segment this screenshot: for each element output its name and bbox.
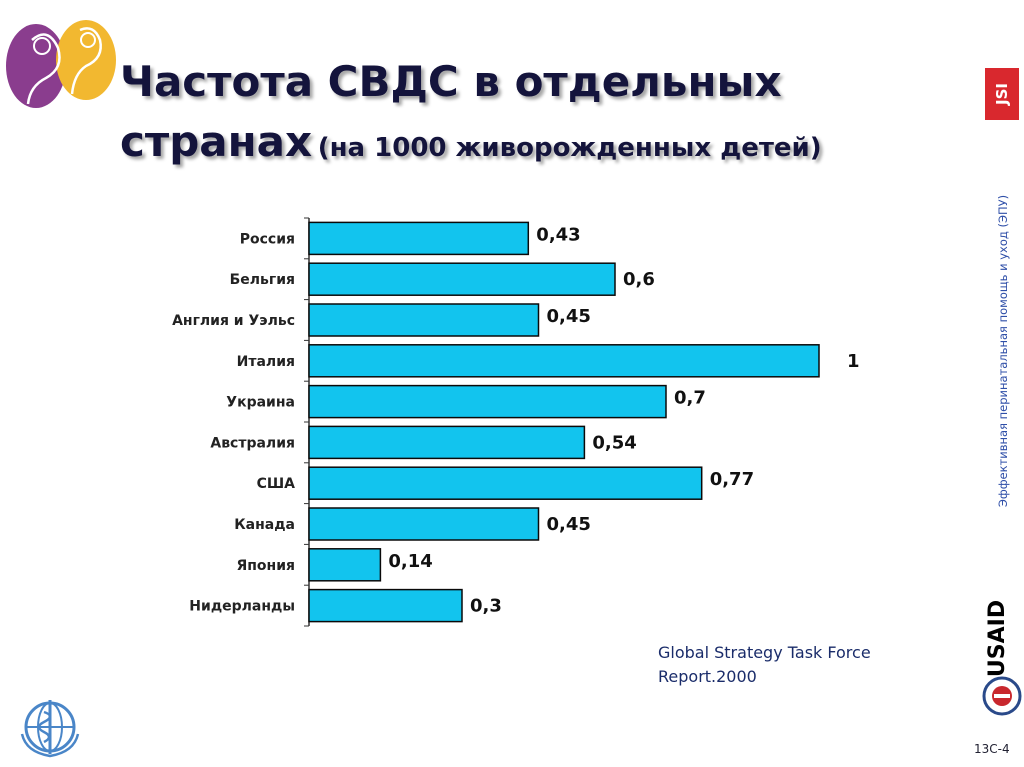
bar — [308, 344, 820, 378]
category-label: Украина — [226, 395, 295, 411]
category-label: Япония — [236, 558, 295, 574]
category-label: Австралия — [210, 435, 295, 451]
usaid-seal-icon — [982, 676, 1022, 716]
side-caption: Эффективная перинатальная помощь и уход … — [992, 168, 1014, 534]
source-line-2: Report.2000 — [658, 667, 757, 686]
bar — [308, 425, 586, 460]
jsi-logo-text: JSI — [993, 83, 1011, 105]
slide-number: 13С-4 — [974, 742, 1010, 756]
usaid-logo: USAID — [976, 598, 1020, 678]
sids-bar-chart: Россия 0,43 Бельгия 0,6 Англия и Уэльс 0,45 Ит… — [172, 217, 860, 627]
title-line-2: странах — [120, 117, 313, 166]
data-label: 1 — [847, 351, 860, 372]
jsi-logo: JSI — [985, 68, 1019, 120]
usaid-logo-text: USAID — [985, 599, 1011, 677]
title-subtitle: (на 1000 живорожденных детей) — [317, 133, 822, 163]
source-line-1: Global Strategy Task Force — [658, 643, 871, 662]
category-label: Англия и Уэльс — [172, 313, 295, 329]
data-label: 0,43 — [536, 224, 580, 245]
category-label: Италия — [237, 354, 295, 370]
data-label: 0,45 — [547, 514, 591, 535]
data-label: 0,54 — [592, 432, 636, 453]
data-label: 0,77 — [710, 469, 754, 490]
source-note: Global Strategy Task Force Report.2000 — [658, 641, 958, 689]
data-label: 0,14 — [388, 551, 432, 572]
bar — [308, 507, 540, 541]
data-label: 0,3 — [470, 596, 502, 617]
title-line-1: Частота СВДС в отдельных — [120, 57, 782, 106]
bar — [308, 262, 616, 296]
bar — [308, 588, 463, 623]
side-caption-text: Эффективная перинатальная помощь и уход … — [996, 194, 1011, 508]
category-label: Канада — [234, 517, 295, 533]
page-title: Частота СВДС в отдельных странах (на 100… — [120, 52, 880, 181]
category-label: Бельгия — [230, 272, 295, 288]
bar — [308, 303, 540, 337]
who-emblem-icon — [20, 700, 80, 758]
data-label: 0,45 — [547, 306, 591, 327]
category-label: Нидерланды — [189, 599, 295, 615]
bar — [308, 221, 530, 256]
category-label: США — [257, 476, 296, 492]
category-label: Россия — [240, 231, 295, 247]
mother-child-logo — [6, 20, 116, 108]
data-label: 0,7 — [674, 388, 706, 409]
bar — [308, 548, 382, 582]
data-label: 0,6 — [623, 269, 655, 290]
bar — [308, 466, 703, 500]
bar — [308, 384, 667, 419]
